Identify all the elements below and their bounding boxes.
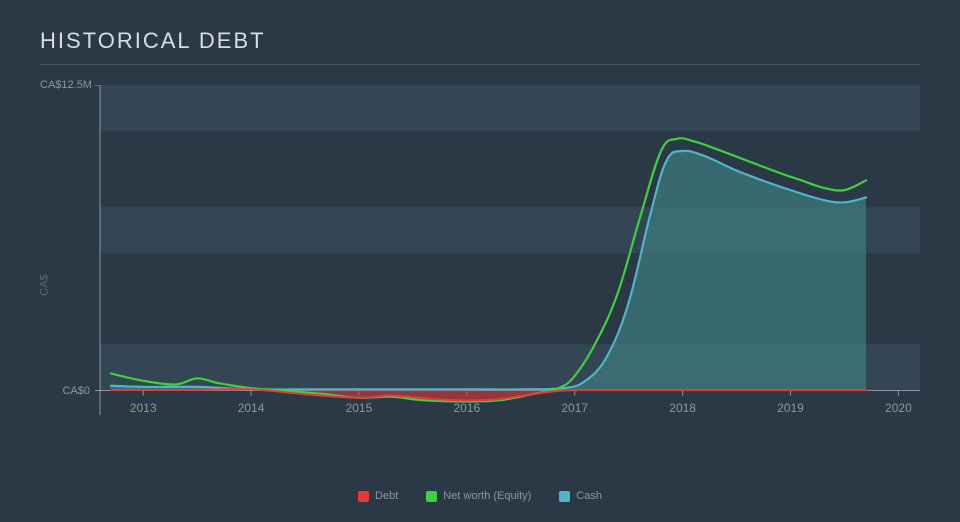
legend-item: Cash bbox=[559, 490, 602, 502]
legend-swatch bbox=[426, 491, 437, 502]
chart-container: HISTORICAL DEBT CA$ CA$0 CA$12.5M 2013 201… bbox=[0, 0, 960, 522]
x-tick-label: 2017 bbox=[561, 401, 588, 415]
legend-label: Cash bbox=[576, 490, 602, 502]
chart-legend: Debt Net worth (Equity) Cash bbox=[40, 490, 920, 502]
y-axis-unit: CA$ bbox=[39, 274, 51, 295]
x-tick-label: 2018 bbox=[669, 401, 696, 415]
x-tick-label: 2015 bbox=[346, 401, 373, 415]
x-tick-label: 2020 bbox=[885, 401, 912, 415]
legend-item: Debt bbox=[358, 490, 398, 502]
legend-swatch bbox=[358, 491, 369, 502]
x-tick-label: 2014 bbox=[238, 401, 265, 415]
x-tick-label: 2016 bbox=[453, 401, 480, 415]
chart-svg bbox=[40, 85, 920, 429]
chart-plot-wrap: CA$ CA$0CA$12.5M 20132014201520162017201… bbox=[40, 85, 920, 484]
legend-swatch bbox=[559, 491, 570, 502]
legend-item: Net worth (Equity) bbox=[426, 490, 531, 502]
y-tick-label: CA$12.5M bbox=[40, 79, 90, 91]
legend-label: Debt bbox=[375, 490, 398, 502]
legend-label: Net worth (Equity) bbox=[443, 490, 531, 502]
chart-title: HISTORICAL DEBT bbox=[40, 28, 920, 65]
x-tick-label: 2019 bbox=[777, 401, 804, 415]
y-tick-label: CA$0 bbox=[40, 385, 90, 397]
x-tick-label: 2013 bbox=[130, 401, 157, 415]
